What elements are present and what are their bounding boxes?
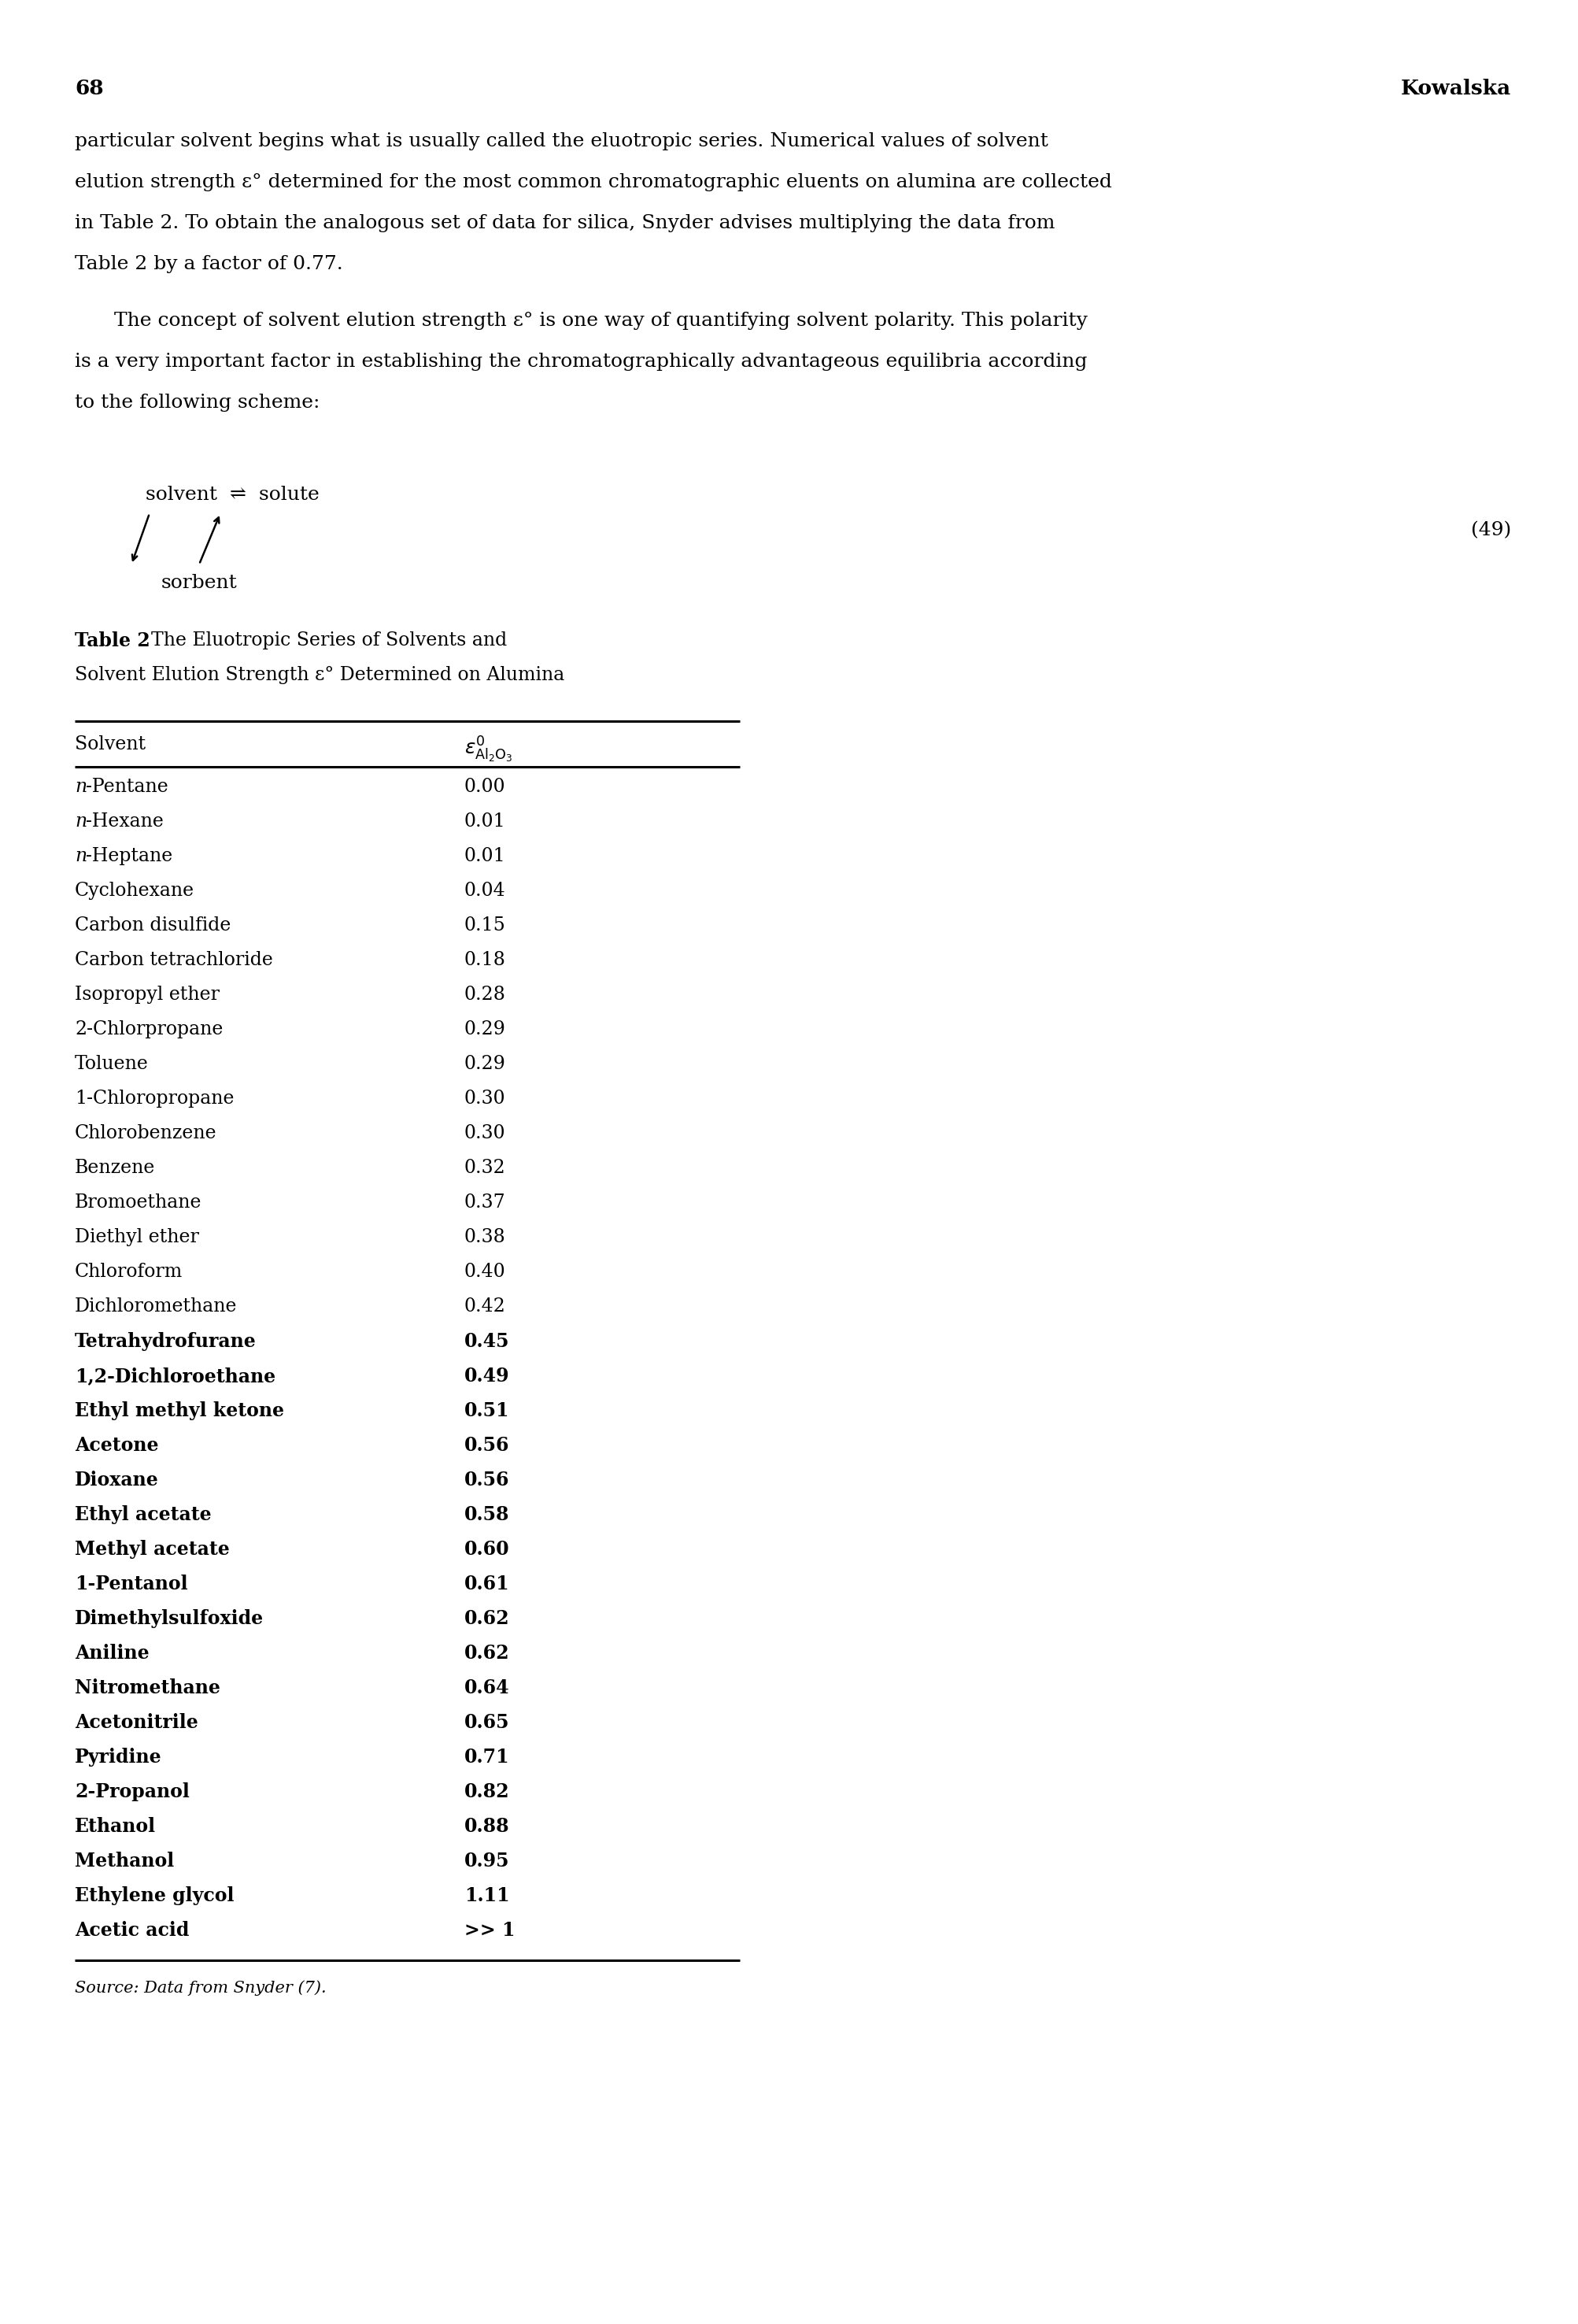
Text: Solvent Elution Strength ε° Determined on Alumina: Solvent Elution Strength ε° Determined o…: [74, 667, 565, 683]
Text: n: n: [74, 779, 87, 795]
Text: 0.40: 0.40: [464, 1262, 505, 1281]
Text: 1,2-Dichloroethane: 1,2-Dichloroethane: [74, 1367, 276, 1385]
Text: $\varepsilon^0_{\mathrm{Al_2O_3}}$: $\varepsilon^0_{\mathrm{Al_2O_3}}$: [464, 734, 513, 765]
Text: Carbon tetrachloride: Carbon tetrachloride: [74, 951, 273, 969]
Text: Ethanol: Ethanol: [74, 1817, 156, 1836]
Text: 0.65: 0.65: [464, 1713, 510, 1731]
Text: Isopropyl ether: Isopropyl ether: [74, 985, 219, 1004]
Text: Dioxane: Dioxane: [74, 1471, 159, 1490]
Text: 0.30: 0.30: [464, 1125, 505, 1143]
Text: Dimethylsulfoxide: Dimethylsulfoxide: [74, 1608, 264, 1629]
Text: Solvent: Solvent: [74, 734, 145, 753]
Text: Dichloromethane: Dichloromethane: [74, 1297, 237, 1315]
Text: n: n: [74, 846, 87, 865]
Text: 0.01: 0.01: [464, 813, 505, 830]
Text: 0.30: 0.30: [464, 1090, 505, 1109]
Text: Acetic acid: Acetic acid: [74, 1922, 189, 1941]
Text: (49): (49): [1471, 521, 1510, 539]
Text: 0.82: 0.82: [464, 1783, 510, 1801]
Text: Chloroform: Chloroform: [74, 1262, 183, 1281]
Text: Diethyl ether: Diethyl ether: [74, 1227, 199, 1246]
Text: 0.64: 0.64: [464, 1678, 510, 1697]
Text: Ethyl methyl ketone: Ethyl methyl ketone: [74, 1401, 284, 1420]
Text: 0.61: 0.61: [464, 1576, 510, 1594]
Text: The Eluotropic Series of Solvents and: The Eluotropic Series of Solvents and: [139, 632, 507, 648]
Text: elution strength ε° determined for the most common chromatographic eluents on al: elution strength ε° determined for the m…: [74, 174, 1111, 191]
Text: 0.51: 0.51: [464, 1401, 510, 1420]
Text: 0.95: 0.95: [464, 1852, 510, 1871]
Text: in Table 2. To obtain the analogous set of data for silica, Snyder advises multi: in Table 2. To obtain the analogous set …: [74, 214, 1054, 232]
Text: Nitromethane: Nitromethane: [74, 1678, 221, 1697]
Text: 0.62: 0.62: [464, 1608, 510, 1629]
Text: Toluene: Toluene: [74, 1055, 148, 1074]
Text: sorbent: sorbent: [161, 574, 237, 593]
Text: 0.04: 0.04: [464, 881, 505, 899]
Text: 0.01: 0.01: [464, 846, 505, 865]
Text: -Pentane: -Pentane: [85, 779, 169, 795]
Text: 1-Chloropropane: 1-Chloropropane: [74, 1090, 234, 1109]
Text: Table 2 by a factor of 0.77.: Table 2 by a factor of 0.77.: [74, 256, 342, 274]
Text: Benzene: Benzene: [74, 1160, 155, 1176]
Text: is a very important factor in establishing the chromatographically advantageous : is a very important factor in establishi…: [74, 353, 1087, 372]
Text: 0.38: 0.38: [464, 1227, 505, 1246]
Text: Ethyl acetate: Ethyl acetate: [74, 1506, 211, 1525]
Text: Methyl acetate: Methyl acetate: [74, 1541, 229, 1559]
Text: 0.49: 0.49: [464, 1367, 510, 1385]
Text: 0.60: 0.60: [464, 1541, 510, 1559]
Text: 2-Propanol: 2-Propanol: [74, 1783, 189, 1801]
Text: -Hexane: -Hexane: [85, 813, 164, 830]
Text: -Heptane: -Heptane: [85, 846, 172, 865]
Text: 68: 68: [74, 79, 104, 98]
Text: Carbon disulfide: Carbon disulfide: [74, 916, 230, 934]
Text: 0.00: 0.00: [464, 779, 505, 795]
Text: 1.11: 1.11: [464, 1887, 510, 1906]
Text: The concept of solvent elution strength ε° is one way of quantifying solvent pol: The concept of solvent elution strength …: [114, 311, 1087, 330]
Text: 0.29: 0.29: [464, 1020, 505, 1039]
Text: 0.32: 0.32: [464, 1160, 505, 1176]
Text: 2-Chlorpropane: 2-Chlorpropane: [74, 1020, 222, 1039]
Text: Pyridine: Pyridine: [74, 1748, 163, 1766]
Text: 0.42: 0.42: [464, 1297, 505, 1315]
Text: 0.29: 0.29: [464, 1055, 505, 1074]
Text: solvent  ⇌  solute: solvent ⇌ solute: [145, 486, 319, 504]
Text: particular solvent begins what is usually called the eluotropic series. Numerica: particular solvent begins what is usuall…: [74, 132, 1048, 151]
Text: 0.37: 0.37: [464, 1195, 505, 1211]
Text: Acetone: Acetone: [74, 1436, 158, 1455]
Text: Source: Data from Snyder (7).: Source: Data from Snyder (7).: [74, 1980, 327, 1996]
Text: Methanol: Methanol: [74, 1852, 174, 1871]
Text: Table 2: Table 2: [74, 632, 150, 651]
Text: 0.88: 0.88: [464, 1817, 510, 1836]
Text: 1-Pentanol: 1-Pentanol: [74, 1576, 188, 1594]
Text: to the following scheme:: to the following scheme:: [74, 393, 320, 411]
Text: Kowalska: Kowalska: [1400, 79, 1510, 98]
Text: 0.56: 0.56: [464, 1471, 510, 1490]
Text: 0.45: 0.45: [464, 1332, 510, 1350]
Text: 0.58: 0.58: [464, 1506, 510, 1525]
Text: Aniline: Aniline: [74, 1643, 150, 1662]
Text: Cyclohexane: Cyclohexane: [74, 881, 194, 899]
Text: Chlorobenzene: Chlorobenzene: [74, 1125, 216, 1143]
Text: Ethylene glycol: Ethylene glycol: [74, 1887, 234, 1906]
Text: 0.15: 0.15: [464, 916, 505, 934]
Text: 0.56: 0.56: [464, 1436, 510, 1455]
Text: Acetonitrile: Acetonitrile: [74, 1713, 197, 1731]
Text: Bromoethane: Bromoethane: [74, 1195, 202, 1211]
Text: 0.62: 0.62: [464, 1643, 510, 1662]
Text: >> 1: >> 1: [464, 1922, 514, 1941]
Text: Tetrahydrofurane: Tetrahydrofurane: [74, 1332, 256, 1350]
Text: n: n: [74, 813, 87, 830]
Text: 0.71: 0.71: [464, 1748, 510, 1766]
Text: 0.28: 0.28: [464, 985, 505, 1004]
Text: 0.18: 0.18: [464, 951, 505, 969]
